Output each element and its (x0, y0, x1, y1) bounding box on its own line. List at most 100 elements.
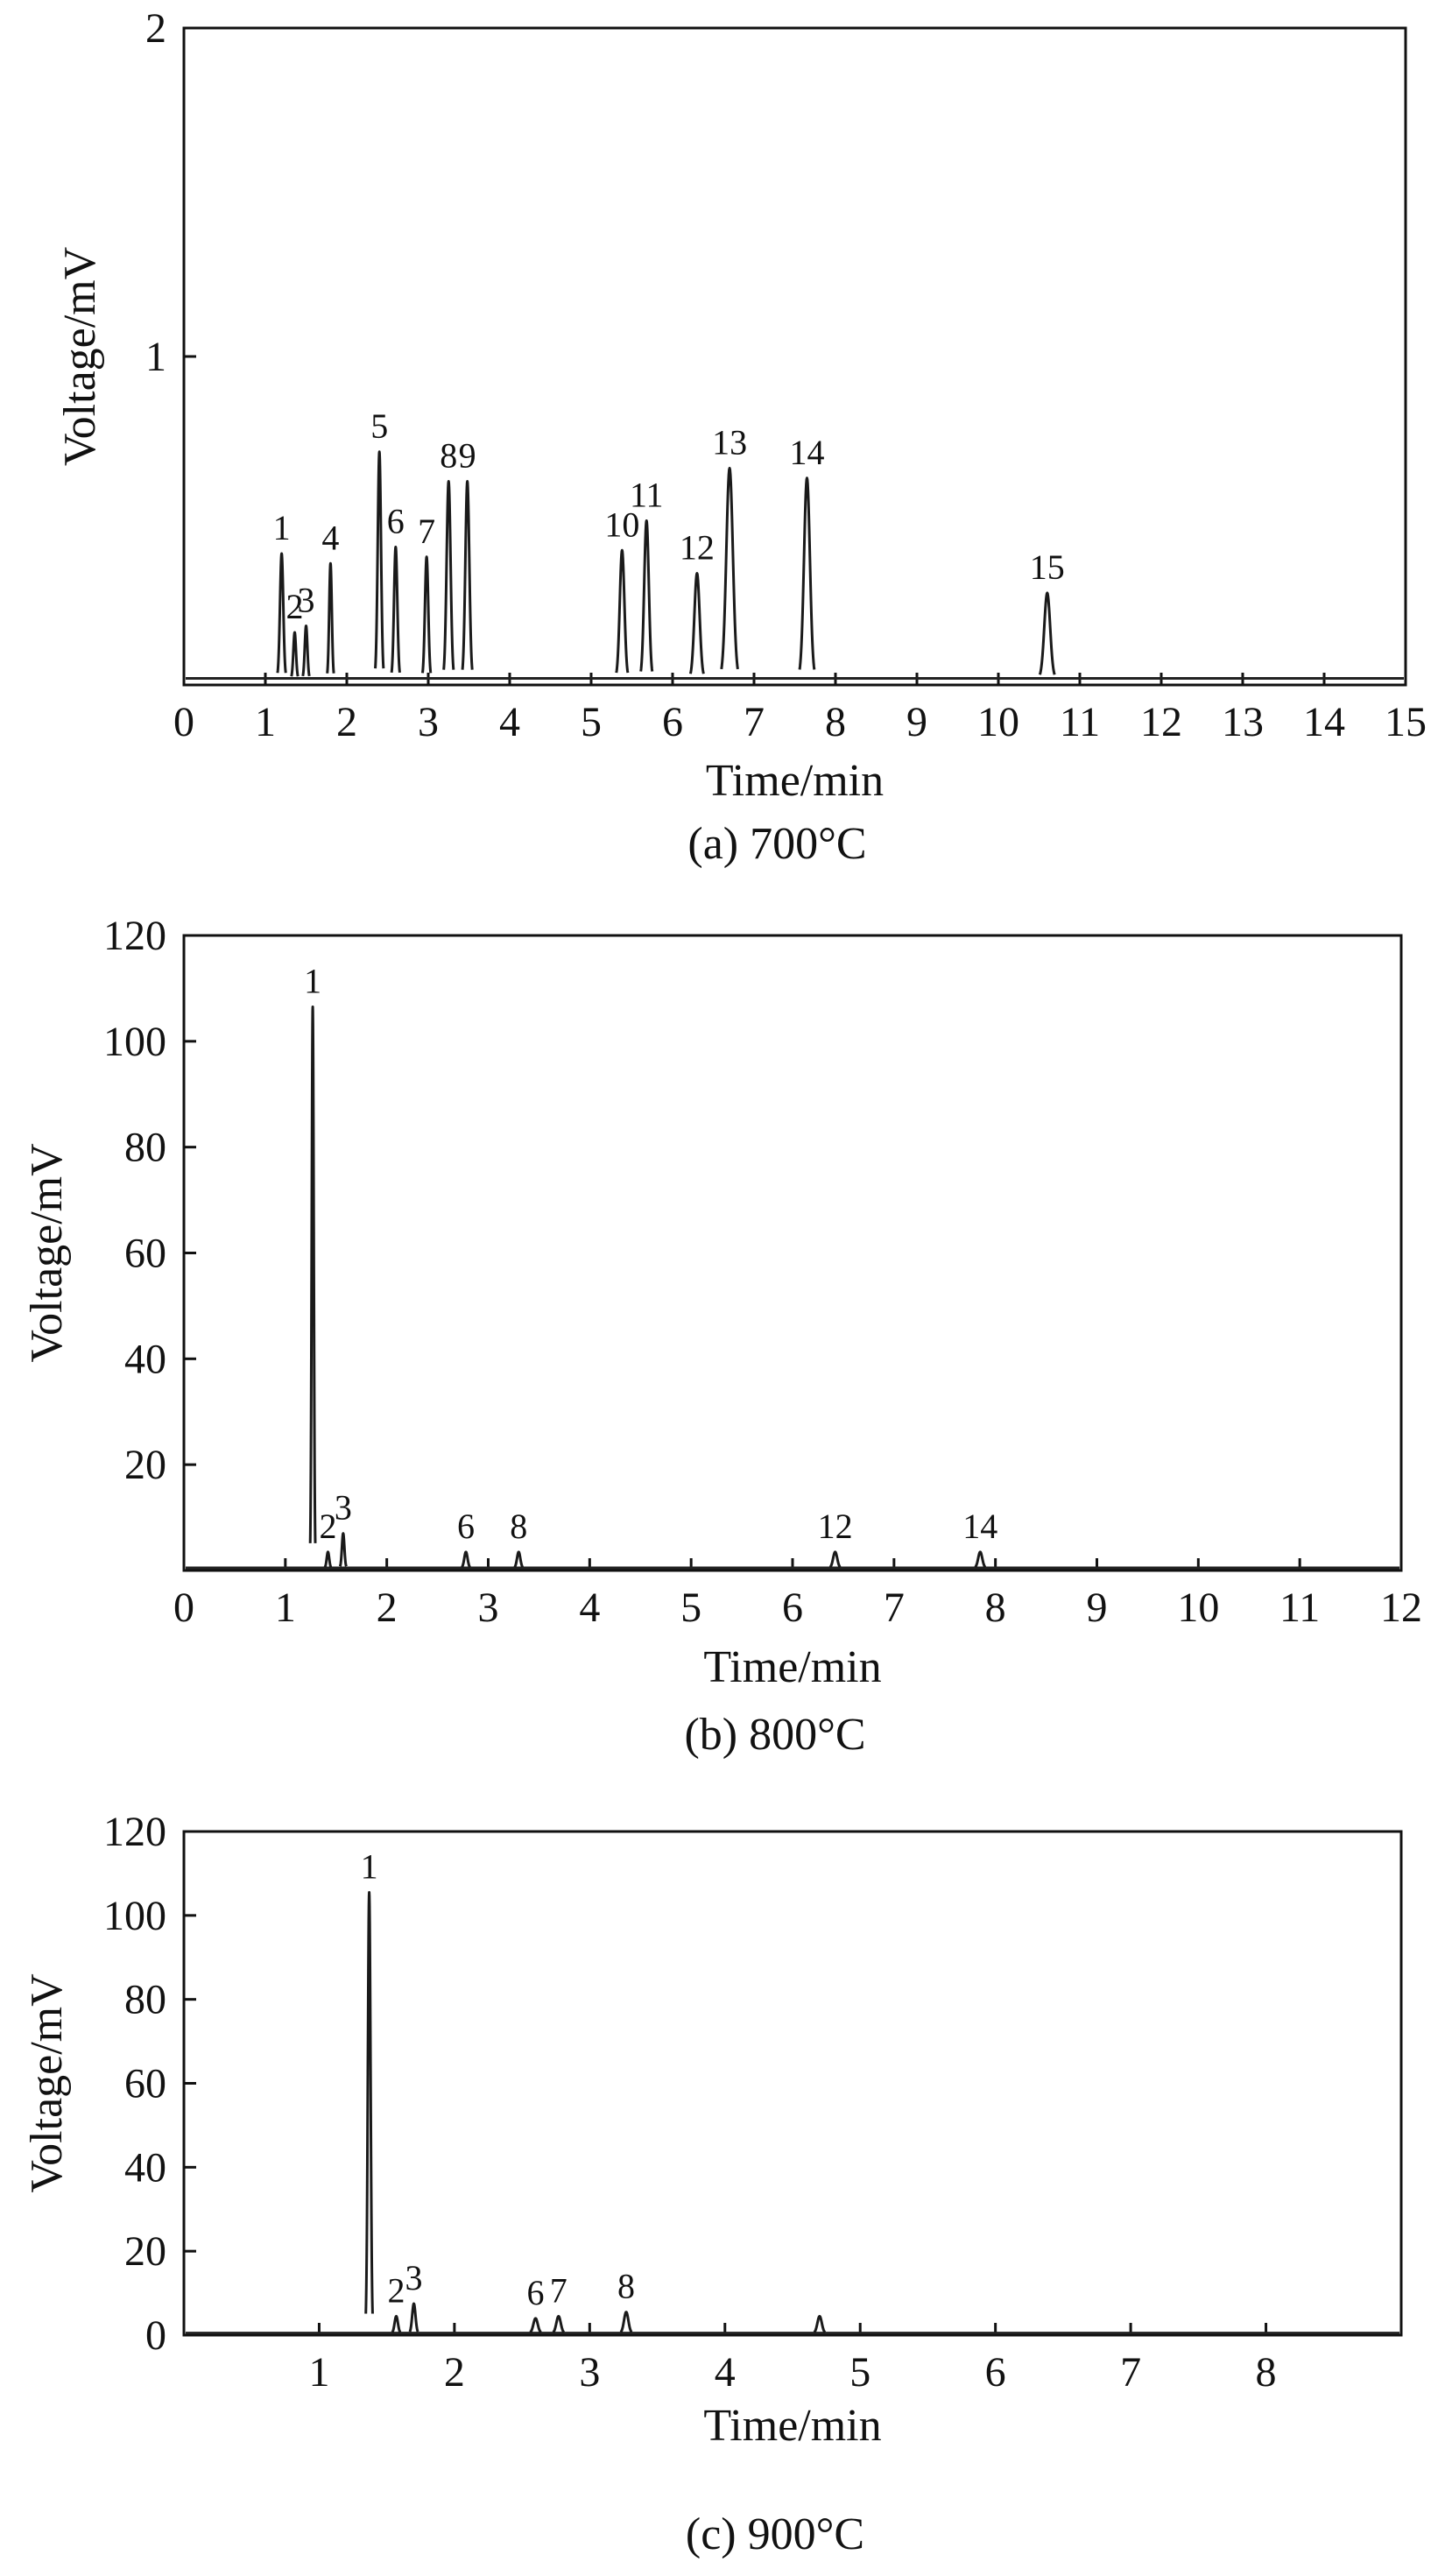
peak-label: 7 (550, 2270, 567, 2310)
peak-trace (338, 1532, 348, 1568)
x-tick-label: 0 (173, 699, 194, 745)
x-tick-label: 2 (444, 2349, 465, 2396)
x-tick-label: 5 (581, 699, 602, 745)
x-tick-label: 8 (825, 699, 846, 745)
x-axis-label: Time/min (706, 756, 884, 806)
peak-label: 8 (440, 436, 457, 476)
peak-trace (420, 555, 433, 674)
peak-trace (374, 450, 385, 669)
x-tick-label: 2 (377, 1584, 398, 1631)
x-tick-label: 3 (478, 1584, 499, 1631)
peak-trace (461, 480, 474, 670)
peak-label: 7 (418, 512, 435, 551)
x-tick-label: 6 (985, 2349, 1006, 2396)
y-tick-label: 100 (103, 1893, 166, 1939)
peak-trace (552, 2314, 566, 2333)
x-tick-label: 15 (1385, 699, 1427, 745)
chart-panel-a: 0 1 2 3 4 5 6 7 8 9 10 11 12 13 14 1512Time/minVoltage/… (55, 5, 1427, 869)
x-tick-label: 0 (173, 1584, 194, 1631)
x-tick-label: 4 (579, 1584, 600, 1631)
peak-label: 6 (387, 502, 405, 541)
peak-label: 6 (527, 2273, 545, 2312)
x-axis-label: Time/min (703, 2401, 881, 2451)
y-axis-label: Voltage/mV (22, 1143, 72, 1362)
x-tick-label: 2 (336, 699, 357, 745)
y-tick-label: 20 (124, 1442, 166, 1488)
peak-trace (529, 2317, 542, 2334)
peak-label: 8 (510, 1507, 527, 1546)
x-tick-label: 11 (1279, 1584, 1320, 1631)
peak-label: 1 (273, 508, 291, 547)
y-axis-label: Voltage/mV (55, 247, 105, 466)
peak-trace (290, 631, 300, 677)
peak-trace (720, 467, 739, 670)
x-tick-label: 10 (1177, 1584, 1219, 1631)
x-tick-label: 3 (418, 699, 439, 745)
x-tick-label: 6 (782, 1584, 803, 1631)
peak-trace (391, 2314, 402, 2333)
x-tick-label: 7 (744, 699, 765, 745)
peak-trace (974, 1550, 987, 1569)
peak-label: 12 (818, 1507, 853, 1546)
plot-frame (182, 934, 1403, 1572)
peak-trace (301, 625, 311, 677)
y-axis-label: Voltage/mV (22, 1973, 72, 2192)
peak-trace (798, 476, 816, 670)
y-tick-label: 40 (124, 2144, 166, 2191)
y-tick-label: 120 (103, 913, 166, 959)
x-tick-label: 7 (1120, 2349, 1141, 2396)
y-tick-label: 100 (103, 1019, 166, 1065)
peak-trace (364, 1890, 374, 2314)
x-tick-label: 12 (1140, 699, 1182, 745)
peak-trace (308, 1006, 317, 1543)
peak-trace (1038, 591, 1056, 675)
y-tick-label: 20 (124, 2228, 166, 2275)
x-tick-label: 10 (977, 699, 1019, 745)
peak-trace (513, 1550, 525, 1569)
peak-label: 14 (962, 1507, 997, 1546)
panel-caption: (b) 800°C (684, 1710, 865, 1760)
peak-label: 13 (712, 423, 747, 462)
plot-frame (182, 26, 1407, 687)
x-tick-label: 12 (1380, 1584, 1422, 1631)
peak-label: 8 (617, 2267, 635, 2306)
peak-label: 3 (298, 581, 315, 620)
peak-label: 2 (387, 2270, 405, 2310)
y-tick-label: 120 (103, 1809, 166, 1855)
peak-trace (408, 2302, 419, 2333)
panel-caption: (a) 700°C (687, 819, 866, 869)
y-tick-label: 0 (145, 2312, 166, 2359)
x-tick-label: 5 (849, 2349, 870, 2396)
peak-trace (828, 1550, 842, 1569)
peak-trace (615, 548, 630, 674)
y-tick-label: 60 (124, 2061, 166, 2107)
peak-label: 3 (335, 1488, 352, 1528)
x-tick-label: 1 (308, 2349, 329, 2396)
chart-panel-b: 0 1 2 3 4 5 6 7 8 9 10 11 1220406080100120Time/minVo… (22, 913, 1422, 1760)
x-tick-label: 11 (1060, 699, 1100, 745)
x-axis-label: Time/min (703, 1642, 881, 1692)
x-tick-label: 4 (715, 2349, 736, 2396)
y-tick-label: 40 (124, 1336, 166, 1382)
peak-label: 5 (370, 406, 388, 446)
x-tick-label: 14 (1303, 699, 1345, 745)
peak-trace (639, 519, 654, 672)
y-tick-label: 2 (145, 5, 166, 52)
x-tick-label: 13 (1222, 699, 1264, 745)
x-tick-label: 8 (1256, 2349, 1277, 2396)
y-tick-label: 1 (145, 334, 166, 380)
x-tick-label: 1 (275, 1584, 296, 1631)
peak-trace (276, 552, 287, 674)
x-tick-label: 5 (680, 1584, 701, 1631)
peak-label: 1 (361, 1846, 378, 1886)
peak-trace (461, 1550, 471, 1569)
x-tick-label: 8 (985, 1584, 1006, 1631)
panel-caption: (c) 900°C (686, 2509, 864, 2559)
peak-label: 2 (319, 1507, 336, 1546)
peak-label: 15 (1030, 547, 1065, 587)
peak-label: 3 (405, 2258, 423, 2297)
peak-trace (813, 2314, 827, 2333)
x-tick-label: 6 (662, 699, 683, 745)
x-tick-label: 9 (906, 699, 927, 745)
